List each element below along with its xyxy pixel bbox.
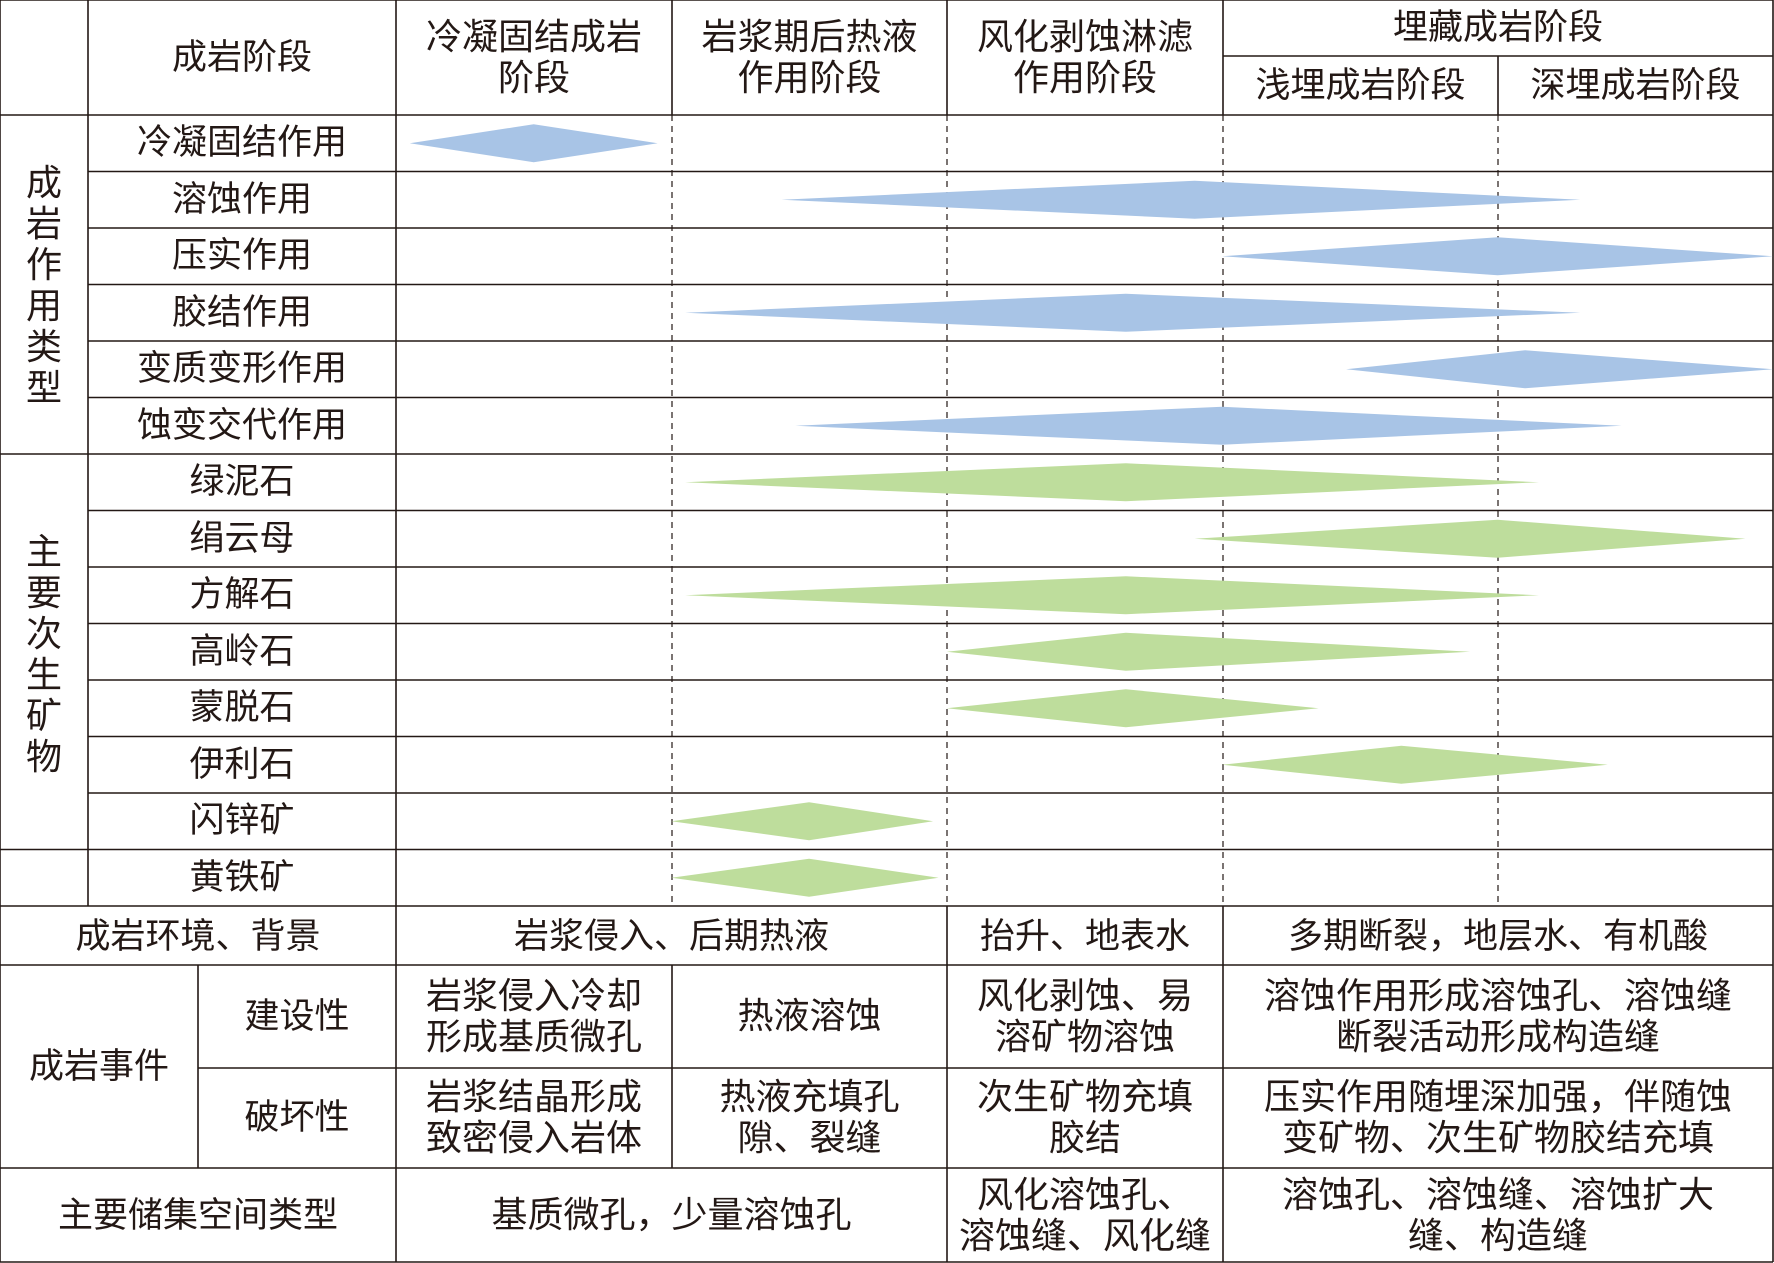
group-label-char: 用 [25,285,62,327]
row-label: 胶结作用 [171,292,312,333]
row-label: 闪锌矿 [189,801,295,842]
range-diamond [685,293,1581,332]
group-label-char: 生 [25,654,62,696]
header-deep-burial: 深埋成岩阶段 [1530,65,1741,106]
storage-magmatic: 基质微孔，少量溶蚀孔 [491,1195,852,1236]
row-label: 绢云母 [189,518,295,559]
row-label: 压实作用 [171,236,312,277]
destructive-cooling: 岩浆结晶形成 致密侵入岩体 [425,1077,642,1159]
group-label-char: 要 [25,572,62,614]
range-diamond [1222,745,1608,784]
range-diamond [1194,519,1746,558]
events-destructive-label: 破坏性 [244,1098,350,1138]
row-label: 冷凝固结作用 [136,123,347,164]
group-label-process-types: 成岩作用类型 [0,115,88,456]
storage-weathering: 风化溶蚀孔、 溶蚀缝、风化缝 [958,1174,1211,1257]
group-label-char: 矿 [25,695,62,737]
group-label-char: 型 [25,367,62,409]
environment-magmatic: 岩浆侵入、后期热液 [513,916,829,957]
range-diamond [781,180,1581,219]
events-constructive-label: 建设性 [244,996,350,1037]
row-label: 绿泥石 [189,462,295,503]
header-stage-weathering: 风化剥蚀淋滤 作用阶段 [976,16,1193,99]
header-stage-label: 成岩阶段 [171,37,312,78]
range-diamond [1222,237,1773,276]
row-label: 伊利石 [189,744,295,785]
header-burial-stage: 埋藏成岩阶段 [1392,8,1603,48]
range-diamond [685,576,1539,615]
destructive-burial: 压实作用随埋深加强，伴随蚀 变矿物、次生矿物胶结充填 [1263,1077,1732,1159]
group-label-secondary-minerals: 主要次生矿物 [0,456,88,853]
constructive-burial: 溶蚀作用形成溶蚀孔、溶蚀缝 断裂活动形成构造缝 [1263,975,1732,1058]
header-shallow-burial: 浅埋成岩阶段 [1255,65,1466,106]
group-label-char: 成 [25,162,62,204]
row-label: 变质变形作用 [136,349,347,390]
environment-burial: 多期断裂，地层水、有机酸 [1287,916,1708,957]
row-label: 方解石 [189,575,295,616]
constructive-cooling: 岩浆侵入冷却 形成基质微孔 [425,975,642,1058]
row-label: 蚀变交代作用 [136,405,347,446]
constructive-hydrothermal: 热液溶蚀 [737,996,882,1037]
storage-label: 主要储集空间类型 [57,1195,338,1236]
range-diamond [946,689,1319,728]
range-diamond [671,858,939,897]
range-diamond [409,124,658,163]
group-label-char: 次 [25,613,62,655]
header-stage-cooling: 冷凝固结成岩 阶段 [425,16,642,99]
environment-weathering: 抬升、地表水 [979,916,1190,957]
range-diamond [1346,350,1773,389]
row-label: 溶蚀作用 [171,179,312,220]
header-stage-hydrothermal: 岩浆期后热液 作用阶段 [701,16,918,99]
group-label-char: 类 [25,326,62,368]
destructive-hydrothermal: 热液充填孔 隙、裂缝 [719,1077,900,1159]
row-label: 高岭石 [189,631,295,672]
group-label-char: 作 [25,244,62,286]
constructive-weathering: 风化剥蚀、易 溶矿物溶蚀 [976,975,1193,1058]
row-label: 蒙脱石 [189,688,295,729]
range-diamond [685,463,1539,502]
range-diamond [671,802,934,841]
group-label-char: 主 [25,531,62,573]
environment-label: 成岩环境、背景 [75,916,321,957]
group-label-char: 岩 [25,203,62,245]
storage-burial: 溶蚀孔、溶蚀缝、溶蚀扩大 缝、构造缝 [1281,1174,1714,1257]
row-label: 黄铁矿 [189,857,295,898]
destructive-weathering: 次生矿物充填 胶结 [976,1077,1193,1159]
events-label: 成岩事件 [28,1046,169,1087]
range-diamond [795,406,1622,445]
group-label-char: 物 [25,736,62,778]
range-diamond [946,632,1471,671]
